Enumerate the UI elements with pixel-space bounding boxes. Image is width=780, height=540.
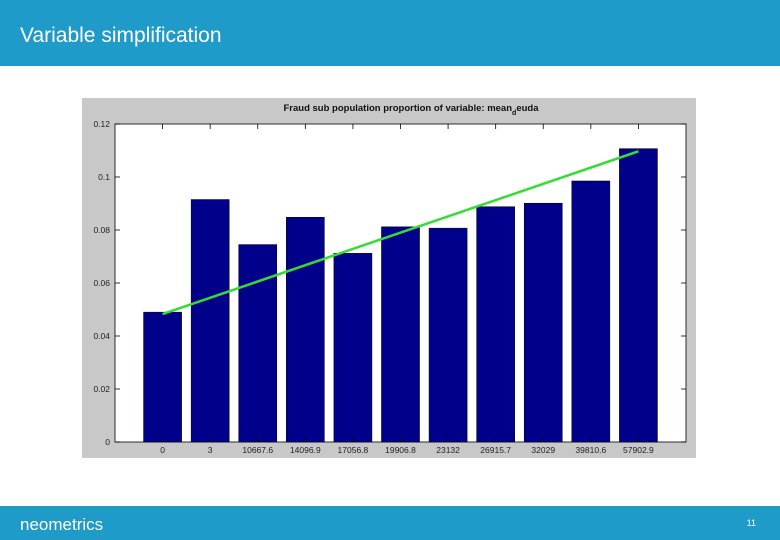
slide-title: Variable simplification bbox=[20, 24, 222, 47]
x-tick-label: 0 bbox=[160, 445, 165, 455]
chart-title-suffix: euda bbox=[516, 103, 539, 114]
y-tick-label: 0.04 bbox=[93, 331, 110, 341]
bar-series bbox=[143, 148, 658, 443]
y-axis: 0 0.02 0.04 0.06 0.08 0.1 0.12 bbox=[93, 119, 686, 447]
bar-19906.8 bbox=[381, 226, 420, 443]
footer-bar: neometrics 11 bbox=[0, 506, 780, 540]
x-tick-label: 39810.6 bbox=[575, 445, 606, 455]
x-tick-label: 57902.9 bbox=[623, 445, 654, 455]
bar-14096.9 bbox=[286, 217, 325, 443]
bar-chart: Fraud sub population proportion of varia… bbox=[93, 103, 687, 455]
y-tick-label: 0.08 bbox=[93, 225, 110, 235]
x-axis: 0 3 10667.6 14096.9 17056.8 19906.8 23132 26915… bbox=[160, 124, 654, 455]
x-tick-label: 17056.8 bbox=[338, 445, 369, 455]
brand-logo-text: neometrics bbox=[20, 515, 104, 534]
header-bar: Variable simplification bbox=[0, 0, 780, 66]
bar-17056.8 bbox=[333, 253, 373, 443]
bar-57902.9 bbox=[619, 148, 658, 443]
y-tick-label: 0.1 bbox=[98, 172, 110, 182]
x-tick-label: 14096.9 bbox=[290, 445, 321, 455]
x-tick-label: 23132 bbox=[436, 445, 460, 455]
y-tick-label: 0.06 bbox=[93, 278, 110, 288]
chart-title: Fraud sub population proportion of varia… bbox=[283, 103, 539, 117]
x-tick-label: 32029 bbox=[531, 445, 555, 455]
bar-0 bbox=[143, 311, 182, 443]
x-tick-label: 19906.8 bbox=[385, 445, 416, 455]
bar-10667.6 bbox=[238, 244, 278, 443]
trend-line bbox=[162, 150, 639, 316]
y-tick-label: 0.02 bbox=[93, 384, 110, 394]
chart-figure: Fraud sub population proportion of varia… bbox=[82, 98, 696, 458]
bar-26915.7 bbox=[476, 206, 515, 443]
y-tick-label: 0.12 bbox=[93, 119, 110, 129]
page-number: 11 bbox=[746, 518, 756, 528]
bar-32029 bbox=[523, 202, 563, 443]
x-tick-label: 10667.6 bbox=[242, 445, 273, 455]
x-tick-label: 3 bbox=[208, 445, 213, 455]
y-tick-label: 0 bbox=[105, 437, 110, 447]
bar-23132 bbox=[428, 227, 468, 443]
x-tick-label: 26915.7 bbox=[480, 445, 511, 455]
bar-39810.6 bbox=[571, 180, 611, 443]
bar-3 bbox=[190, 199, 230, 443]
chart-title-subscript: d bbox=[512, 110, 516, 117]
chart-title-main: Fraud sub population proportion of varia… bbox=[283, 103, 512, 114]
